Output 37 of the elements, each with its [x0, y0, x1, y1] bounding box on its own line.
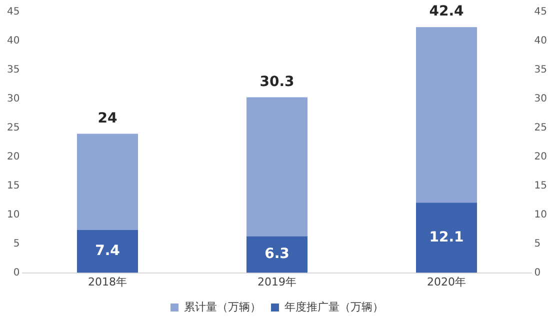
y2-tick-label: 30	[534, 94, 548, 105]
y-tick-label: 20	[6, 151, 20, 162]
y-tick-label: 40	[6, 36, 20, 47]
y2-tick-label: 10	[534, 209, 548, 220]
y2-tick-label: 45	[534, 6, 548, 18]
data-label: 6.3	[264, 246, 290, 262]
y2-tick-label: 20	[534, 151, 548, 162]
y-tick-label: 25	[6, 122, 20, 134]
bar	[76, 230, 138, 273]
x-tick-label: 2018年	[88, 275, 127, 288]
y2-tick-label: 25	[534, 122, 548, 134]
bar	[416, 27, 478, 203]
x-tick-label: 2019年	[258, 275, 296, 288]
total-label: 24	[98, 110, 118, 126]
y-tick-label: 35	[6, 64, 20, 76]
total-label: 42.4	[429, 4, 464, 20]
y-tick-label: 0	[13, 267, 20, 278]
data-label: 7.4	[95, 242, 120, 259]
bar	[246, 97, 308, 236]
y2-tick-label: 40	[534, 36, 548, 47]
y2-tick-label: 15	[534, 180, 548, 192]
y-tick-label: 5	[13, 238, 20, 250]
y2-tick-label: 35	[534, 64, 548, 76]
y2-tick-label: 5	[534, 238, 541, 250]
y2-tick-label: 0	[534, 267, 541, 278]
bar	[246, 236, 308, 273]
y-tick-label: 30	[6, 94, 20, 105]
bar	[416, 202, 478, 273]
data-label: 12.1	[429, 229, 464, 246]
legend-label: 累计量（万辆）	[184, 300, 261, 314]
total-label: 30.3	[260, 74, 294, 90]
x-tick-label: 2020年	[427, 275, 466, 288]
y-tick-label: 15	[6, 180, 20, 192]
legend-label: 年度推广量（万辆）	[284, 300, 384, 314]
bar	[76, 134, 138, 230]
y-tick-label: 45	[6, 6, 20, 18]
y-tick-label: 10	[6, 209, 20, 220]
